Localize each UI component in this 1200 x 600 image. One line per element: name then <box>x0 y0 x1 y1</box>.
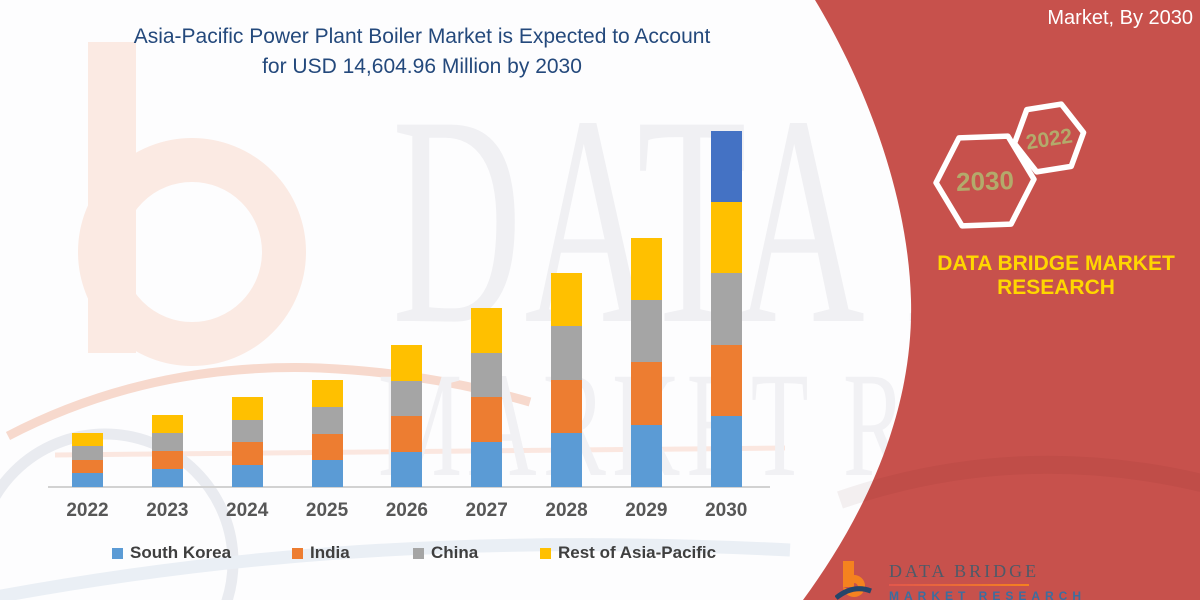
chart-title-line1: Asia-Pacific Power Plant Boiler Market i… <box>133 25 711 48</box>
watermark-blue-arc <box>0 538 791 600</box>
bar-segment-2027-south-korea <box>471 442 503 487</box>
footer-logo-name: DATA BRIDGE <box>889 561 1040 581</box>
bar-segment-2029-india <box>630 362 662 425</box>
bar-segment-2025-rest-of-asia-pacific <box>311 380 343 407</box>
bar-segment-2023-south-korea <box>151 469 183 487</box>
legend-item-south-korea: South Korea <box>112 543 231 563</box>
bar-2027 <box>471 307 503 487</box>
bar-segment-2027-india <box>471 397 503 443</box>
bar-2030 <box>710 131 742 487</box>
x-label-2025: 2025 <box>305 500 349 521</box>
bar-segment-2029-china <box>630 300 662 363</box>
footer-logo-b-icon <box>835 561 872 600</box>
bar-segment-2030-china <box>710 273 742 345</box>
bar-segment-2022-india <box>72 459 103 474</box>
footer-logo-divider <box>889 584 1029 586</box>
bar-segment-2025-south-korea <box>311 460 343 487</box>
footer-logo-subtitle: MARKET RESEARCH <box>889 589 1087 600</box>
bar-2029 <box>630 237 662 487</box>
bar-2022 <box>72 432 103 487</box>
bar-segment-2026-china <box>391 380 423 417</box>
bar-segment-2024-rest-of-asia-pacific <box>231 397 263 420</box>
bar-segment-2024-china <box>231 419 263 443</box>
bar-segment-2024-india <box>231 442 263 465</box>
bar-segment-2030-rest-of-asia-pacific <box>710 202 742 274</box>
bar-segment-2029-rest-of-asia-pacific <box>630 237 662 301</box>
bar-segment-2023-india <box>151 451 183 469</box>
chart-title-line2: for USD 14,604.96 Million by 2030 <box>262 55 582 78</box>
bar-segment-2028-india <box>551 379 583 434</box>
footer-logo-text: DATA BRIDGE MARKET RESEARCH <box>889 558 1086 600</box>
footer-logo: DATA BRIDGE MARKET RESEARCH <box>835 558 1086 600</box>
bar-segment-2025-india <box>311 433 343 461</box>
x-label-2024: 2024 <box>226 500 269 521</box>
panel-top-label: Market, By 2030 <box>1047 7 1193 29</box>
x-axis-line <box>48 486 770 488</box>
legend-swatch-india <box>292 547 303 559</box>
bar-segment-2022-south-korea <box>72 473 103 487</box>
bar-segment-2026-rest-of-asia-pacific <box>391 345 423 381</box>
bar-2023 <box>151 415 183 487</box>
bar-segment-2025-china <box>311 406 343 434</box>
bar-segment-2023-rest-of-asia-pacific <box>151 415 183 433</box>
watermark-swoosh-icon <box>5 363 532 440</box>
bar-2028 <box>551 272 583 487</box>
legend-swatch-south-korea <box>112 547 123 559</box>
bar-2024 <box>231 397 263 487</box>
x-label-2023: 2023 <box>146 500 189 521</box>
bar-segment-2030-2030-highlight-cap <box>710 131 742 203</box>
legend-item-india: India <box>292 543 350 563</box>
legend-label-china: China <box>431 543 479 562</box>
bar-segment-2022-rest-of-asia-pacific <box>72 432 103 447</box>
legend-label-india: India <box>310 543 350 562</box>
bar-segment-2026-south-korea <box>391 451 423 487</box>
x-label-2029: 2029 <box>625 500 668 521</box>
bar-segment-2028-south-korea <box>551 433 583 487</box>
x-label-2027: 2027 <box>465 500 508 521</box>
bar-segment-2027-rest-of-asia-pacific <box>471 307 503 353</box>
chart-legend: South Korea India China Rest of Asia-Pacifi… <box>0 543 800 565</box>
bar-segment-2026-india <box>391 416 423 452</box>
x-label-2030: 2030 <box>705 500 748 521</box>
bar-segment-2024-south-korea <box>231 464 263 487</box>
legend-label-south-korea: South Korea <box>130 543 232 562</box>
legend-item-china: China <box>413 543 478 563</box>
bar-segment-2028-china <box>551 326 583 380</box>
brand-wordmark: DATA BRIDGE MARKET RESEARCH <box>920 252 1192 300</box>
bar-segment-2028-rest-of-asia-pacific <box>551 272 583 327</box>
watermark-b-bowl <box>78 138 306 366</box>
bar-segment-2030-india <box>710 344 742 416</box>
footer-b-stem <box>843 561 854 587</box>
x-label-2022: 2022 <box>66 500 109 521</box>
legend-swatch-rest-of-asia-pacific <box>540 547 551 559</box>
bar-segment-2030-south-korea <box>710 415 742 487</box>
brand-wordmark-line2: RESEARCH <box>997 276 1115 299</box>
bar-segment-2023-china <box>151 433 183 451</box>
x-label-2028: 2028 <box>545 500 588 521</box>
bar-2025 <box>311 380 343 487</box>
chart-title: Asia-Pacific Power Plant Boiler Market i… <box>42 22 802 82</box>
bar-segment-2029-south-korea <box>630 424 662 487</box>
x-label-2026: 2026 <box>385 500 428 521</box>
legend-label-rest-of-asia-pacific: Rest of Asia-Pacific <box>558 543 717 562</box>
legend-item-rest-of-asia-pacific: Rest of Asia-Pacific <box>540 543 716 563</box>
brand-wordmark-line1: DATA BRIDGE MARKET <box>937 252 1175 275</box>
bar-segment-2022-china <box>72 446 103 460</box>
bar-segment-2027-china <box>471 352 503 398</box>
bar-2026 <box>391 345 423 487</box>
legend-swatch-china <box>413 547 424 559</box>
